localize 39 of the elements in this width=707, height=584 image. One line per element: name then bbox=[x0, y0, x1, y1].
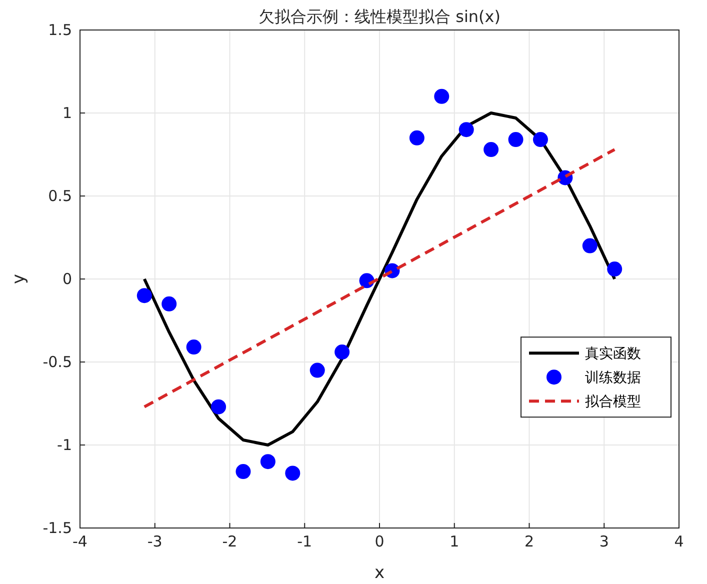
point bbox=[532, 132, 548, 148]
y-tick-label: 0.5 bbox=[48, 186, 72, 205]
point bbox=[582, 238, 598, 254]
point bbox=[334, 344, 350, 360]
point bbox=[136, 288, 152, 304]
point bbox=[211, 399, 226, 414]
legend-label: 拟合模型 bbox=[585, 394, 641, 410]
point bbox=[434, 88, 450, 104]
point bbox=[310, 362, 325, 378]
x-tick-label: 4 bbox=[674, 532, 684, 551]
y-tick-label: 1 bbox=[62, 104, 72, 122]
point bbox=[285, 466, 300, 481]
y-tick-label: -1 bbox=[57, 436, 72, 454]
point bbox=[162, 296, 177, 312]
x-tick-label: -3 bbox=[147, 532, 162, 551]
x-tick-label: 3 bbox=[599, 532, 609, 551]
y-tick-label: -1.5 bbox=[42, 518, 72, 537]
y-axis-title: y bbox=[9, 274, 29, 284]
point bbox=[458, 122, 474, 138]
x-tick-label: -2 bbox=[222, 532, 238, 551]
y-tick-label: 1.5 bbox=[48, 20, 72, 39]
y-tick-label: -0.5 bbox=[42, 352, 72, 371]
legend-label: 真实函数 bbox=[585, 346, 641, 362]
x-tick-label: 0 bbox=[374, 532, 384, 551]
point bbox=[236, 464, 251, 480]
x-tick-label: 1 bbox=[450, 532, 460, 551]
x-tick-label: -4 bbox=[72, 532, 88, 551]
point bbox=[409, 130, 424, 146]
point bbox=[508, 132, 524, 148]
point bbox=[484, 142, 499, 158]
x-tick-label: -1 bbox=[297, 532, 312, 551]
point bbox=[607, 262, 622, 277]
point bbox=[186, 340, 202, 355]
x-tick-label: 2 bbox=[524, 532, 534, 551]
x-axis-title: x bbox=[374, 563, 385, 583]
point bbox=[260, 454, 276, 470]
legend-label: 训练数据 bbox=[585, 370, 641, 386]
chart-title: 欠拟合示例：线性模型拟合 sin(x) bbox=[258, 7, 500, 26]
y-tick-label: 0 bbox=[62, 270, 72, 288]
